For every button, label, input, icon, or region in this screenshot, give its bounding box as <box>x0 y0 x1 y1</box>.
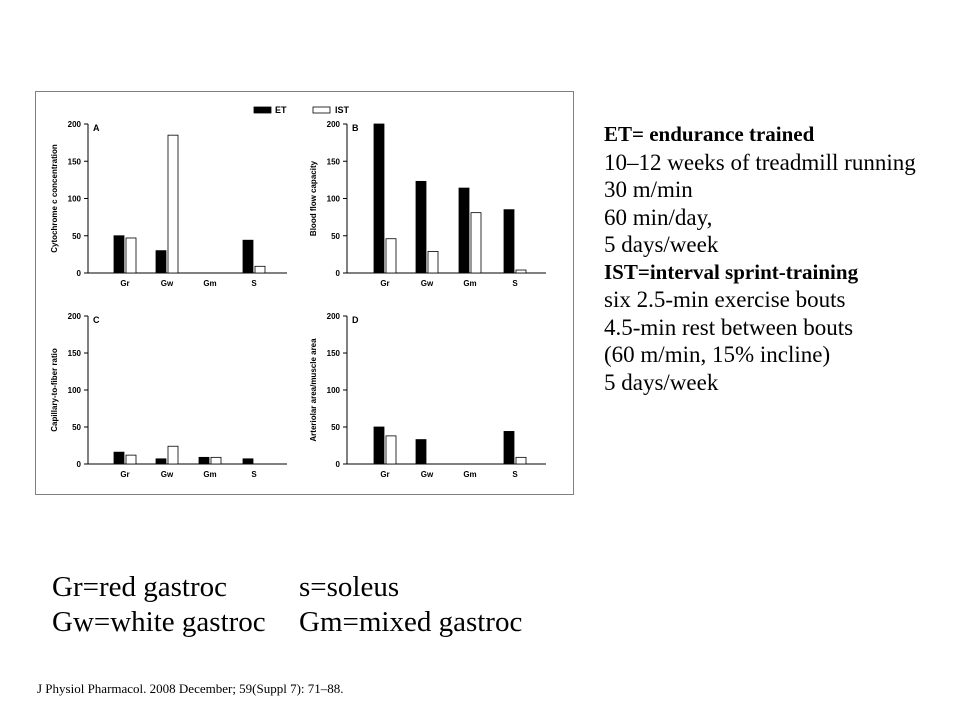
y-tick-label: 200 <box>327 120 341 129</box>
bar-ist <box>470 212 482 274</box>
bar-et <box>113 235 125 274</box>
y-tick-label: 150 <box>68 349 82 358</box>
abbreviation-row: Gw=white gastroc Gm=mixed gastroc <box>52 605 522 640</box>
abbr-s: s=soleus <box>299 571 400 603</box>
abbreviation-row: Gr=red gastroc s=soleus <box>52 570 522 605</box>
note-line: 10–12 weeks of treadmill running <box>604 149 916 175</box>
bar-ist <box>167 134 179 274</box>
note-line: IST=interval sprint-training <box>604 259 859 284</box>
bar-chart-figure: ET IST 0 50 100 150 200 A Cytochrome c concentra… <box>50 105 546 479</box>
bar-ist <box>515 456 527 465</box>
bar-et <box>415 180 427 274</box>
y-tick-label: 200 <box>68 312 82 321</box>
bar-ist <box>385 435 397 465</box>
y-tick-label: 150 <box>327 349 341 358</box>
panel-label: D <box>352 315 359 325</box>
note-line: ET= endurance trained <box>604 122 815 146</box>
bar-et <box>373 426 385 465</box>
citation: J Physiol Pharmacol. 2008 December; 59(S… <box>37 681 344 696</box>
y-axis-title: Capillary-to-fiber ratio <box>50 348 59 432</box>
x-tick-label: Gr <box>120 470 129 479</box>
bar-et <box>503 431 515 465</box>
note-line: 4.5-min rest between bouts <box>604 314 854 340</box>
figure-frame: ET IST 0 50 100 150 200 A Cytochrome c concentra… <box>35 91 574 495</box>
y-tick-label: 150 <box>327 157 341 166</box>
panel-label: B <box>352 123 359 133</box>
y-tick-label: 0 <box>77 460 82 469</box>
x-tick-label: S <box>251 279 257 288</box>
abbr-gm: Gm=mixed gastroc <box>299 606 523 638</box>
x-tick-label: Gm <box>203 470 216 479</box>
bar-et <box>242 458 254 465</box>
y-axis-title: Blood flow capacity <box>309 160 318 236</box>
bar-ist <box>167 445 179 465</box>
y-axis-title: Arteriolar area/muscle area <box>309 338 318 442</box>
x-tick-label: Gw <box>421 470 434 479</box>
bar-et <box>503 209 515 274</box>
y-axis-title: Cytochrome c concentration <box>50 144 59 253</box>
y-tick-label: 0 <box>77 269 82 278</box>
note-line: 30 m/min <box>604 177 693 202</box>
y-tick-label: 100 <box>68 386 82 395</box>
y-tick-label: 200 <box>327 312 341 321</box>
y-tick-label: 100 <box>327 195 341 204</box>
panel-label: C <box>93 315 100 325</box>
x-tick-label: S <box>512 279 518 288</box>
x-tick-label: Gr <box>120 279 129 288</box>
panel-label: A <box>93 123 100 133</box>
bar-ist <box>125 237 137 274</box>
x-tick-label: Gm <box>463 470 476 479</box>
abbr-gr: Gr=red gastroc <box>52 571 227 603</box>
bar-ist <box>254 265 266 274</box>
legend-label-et: ET <box>275 105 287 115</box>
y-tick-label: 150 <box>68 157 82 166</box>
bar-et <box>458 187 470 274</box>
y-tick-label: 200 <box>68 120 82 129</box>
bar-ist <box>427 250 439 274</box>
x-tick-label: Gw <box>161 279 174 288</box>
bar-et <box>198 456 210 465</box>
legend-label-ist: IST <box>335 105 350 115</box>
legend-swatch-ist <box>312 106 331 114</box>
legend-swatch-et <box>253 106 272 114</box>
bar-et <box>113 451 125 465</box>
y-tick-label: 50 <box>72 423 81 432</box>
y-tick-label: 0 <box>336 460 341 469</box>
y-tick-label: 50 <box>72 232 81 241</box>
y-tick-label: 100 <box>327 386 341 395</box>
x-tick-label: Gw <box>421 279 434 288</box>
x-tick-label: S <box>251 470 257 479</box>
x-tick-label: Gm <box>203 279 216 288</box>
y-tick-label: 50 <box>331 423 340 432</box>
note-line: 60 min/day, <box>604 204 713 230</box>
bar-et <box>155 458 167 465</box>
note-line: (60 m/min, 15% incline) <box>604 342 831 367</box>
note-line: six 2.5-min exercise bouts <box>604 287 846 312</box>
bar-et <box>242 239 254 274</box>
bar-ist <box>385 238 397 274</box>
bar-ist <box>210 456 222 465</box>
bar-et <box>415 439 427 465</box>
y-tick-label: 0 <box>336 269 341 278</box>
x-tick-label: Gr <box>380 279 389 288</box>
x-tick-label: Gm <box>463 279 476 288</box>
note-line: 5 days/week <box>604 232 719 257</box>
bar-ist <box>515 269 527 274</box>
abbreviation-legend: Gr=red gastroc s=soleus Gw=white gastroc G… <box>52 570 522 640</box>
x-tick-label: Gw <box>161 470 174 479</box>
abbr-gw: Gw=white gastroc <box>52 606 266 638</box>
x-tick-label: Gr <box>380 470 389 479</box>
y-tick-label: 100 <box>68 195 82 204</box>
bar-et <box>373 123 385 274</box>
bar-ist <box>125 454 137 465</box>
training-notes: ET= endurance trained 10–12 weeks of tre… <box>604 121 960 396</box>
note-line: 5 days/week <box>604 369 719 395</box>
y-tick-label: 50 <box>331 232 340 241</box>
x-tick-label: S <box>512 470 518 479</box>
bar-et <box>155 250 167 274</box>
